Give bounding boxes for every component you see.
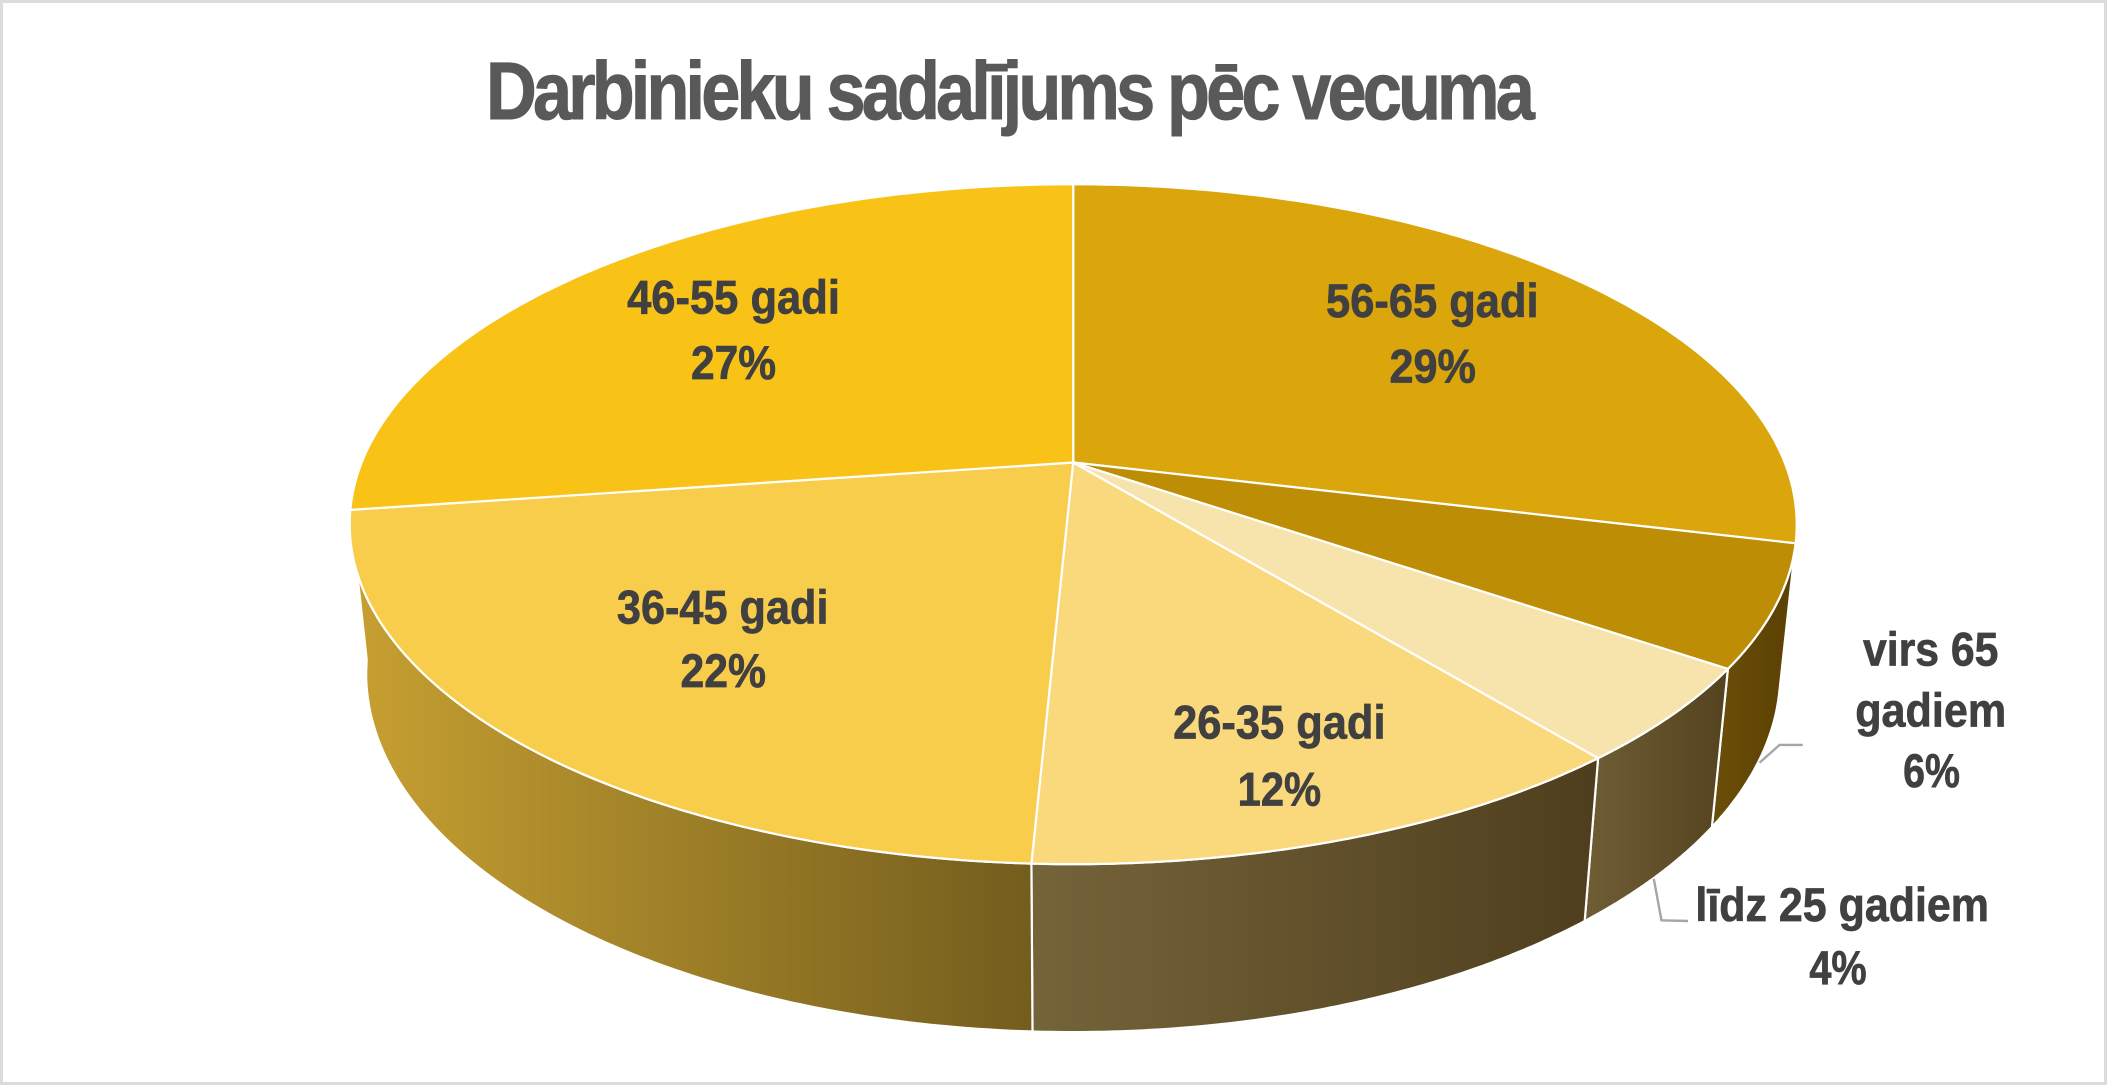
svg-text:virs 65: virs 65 xyxy=(1863,622,1999,675)
svg-text:4%: 4% xyxy=(1809,943,1866,995)
svg-text:gadiem: gadiem xyxy=(1855,684,2006,737)
svg-text:22%: 22% xyxy=(680,644,765,697)
svg-text:27%: 27% xyxy=(691,337,776,389)
svg-text:29%: 29% xyxy=(1389,340,1475,393)
svg-text:36-45 gadi: 36-45 gadi xyxy=(617,581,829,634)
svg-text:12%: 12% xyxy=(1238,764,1322,816)
svg-text:Darbinieku sadalījums pēc vecu: Darbinieku sadalījums pēc vecuma xyxy=(486,46,1535,137)
svg-text:46-55 gadi: 46-55 gadi xyxy=(627,271,840,324)
svg-text:26-35 gadi: 26-35 gadi xyxy=(1173,696,1385,749)
svg-text:6%: 6% xyxy=(1903,746,1960,798)
svg-text:līdz 25 gadiem: līdz 25 gadiem xyxy=(1695,878,1989,931)
svg-text:56-65 gadi: 56-65 gadi xyxy=(1326,274,1539,327)
